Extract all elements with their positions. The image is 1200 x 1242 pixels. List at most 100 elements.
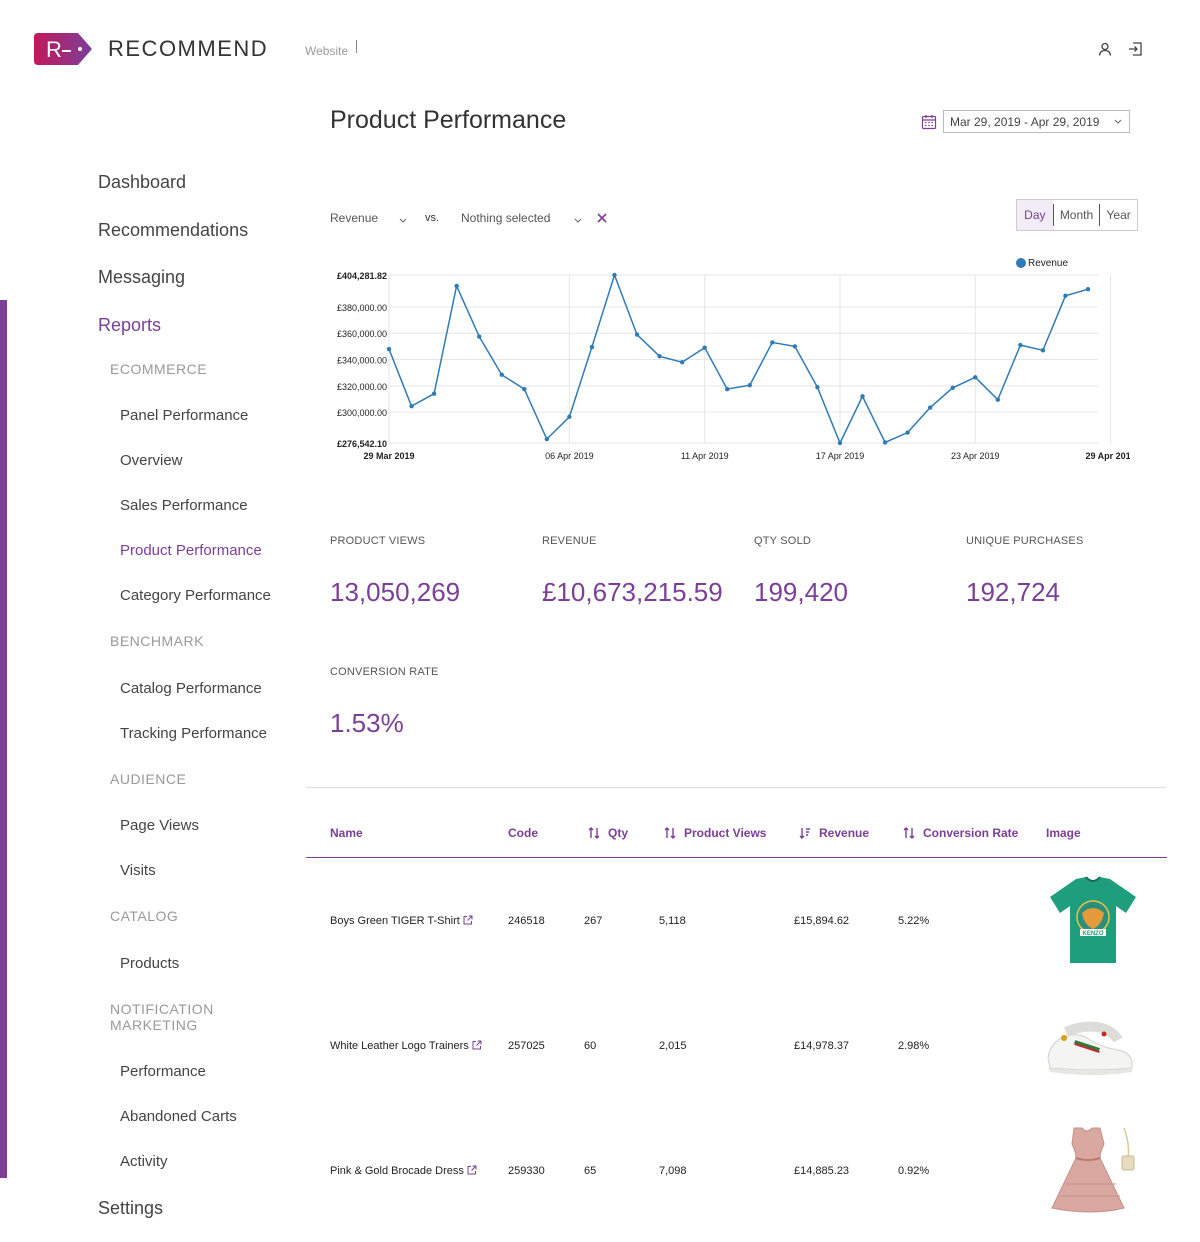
stat-label-conversion-rate: CONVERSION RATE — [330, 666, 439, 678]
column-header-conversion-rate[interactable]: Conversion Rate — [903, 826, 1018, 840]
y-tick-label: £340,000.00 — [337, 356, 387, 366]
product-image-trainers[interactable] — [1044, 1020, 1140, 1080]
product-name-link[interactable]: White Leather Logo Trainers — [330, 1040, 482, 1052]
nav-panel-performance[interactable]: Panel Performance — [120, 407, 249, 424]
nav-category-performance[interactable]: Category Performance — [120, 587, 271, 604]
data-point — [905, 430, 910, 435]
chevron-down-icon — [1113, 115, 1123, 125]
product-name-link[interactable]: Boys Green TIGER T-Shirt — [330, 915, 473, 927]
column-header-image-label: Image — [1046, 826, 1081, 840]
data-point — [950, 385, 955, 391]
nav-page-views[interactable]: Page Views — [120, 817, 199, 834]
period-divider — [1052, 204, 1054, 226]
sort-icon — [664, 827, 676, 839]
column-header-name-label: Name — [330, 826, 363, 840]
metric-secondary-select[interactable]: Nothing selected — [461, 211, 551, 225]
column-header-name[interactable]: Name — [330, 826, 363, 840]
column-header-code-label: Code — [508, 826, 538, 840]
nav-visits[interactable]: Visits — [120, 862, 156, 879]
external-link-icon — [463, 915, 473, 925]
x-tick-label: 29 Mar 2019 — [363, 451, 414, 461]
chevron-down-icon[interactable] — [398, 212, 408, 223]
revenue-series-line — [388, 272, 1089, 445]
data-point — [1063, 293, 1068, 298]
product-image-tshirt[interactable]: KENZO — [1046, 873, 1140, 967]
nav-products[interactable]: Products — [120, 955, 180, 972]
column-header-conversion-rate-label: Conversion Rate — [923, 826, 1019, 840]
nav-settings[interactable]: Settings — [98, 1198, 164, 1218]
stat-label-product-views: PRODUCT VIEWS — [330, 535, 426, 547]
period-month-button[interactable]: Month — [1059, 208, 1094, 222]
nav-tracking-performance[interactable]: Tracking Performance — [120, 725, 267, 742]
close-icon[interactable] — [596, 211, 608, 223]
revenue-line-chart: £404,281.82 £380,000.00 £360,000.00 £340,00… — [337, 258, 1130, 461]
site-selector[interactable]: Website — [305, 44, 349, 58]
calendar-icon[interactable] — [921, 114, 937, 130]
nav-messaging[interactable]: Messaging — [98, 267, 186, 287]
nav-dashboard[interactable]: Dashboard — [98, 172, 187, 192]
product-qty: 65 — [584, 1165, 597, 1177]
data-point — [567, 414, 572, 419]
data-point — [476, 334, 482, 339]
product-qty: 60 — [584, 1040, 597, 1052]
product-revenue: £14,978.37 — [794, 1040, 850, 1052]
nav-recommendations[interactable]: Recommendations — [98, 220, 249, 240]
y-tick-label: £380,000.00 — [337, 303, 387, 313]
metric-primary-select[interactable]: Revenue — [330, 211, 379, 225]
user-icon[interactable] — [1098, 42, 1112, 56]
column-header-revenue-label: Revenue — [819, 826, 870, 840]
data-point — [454, 283, 459, 289]
data-point — [770, 340, 775, 345]
stat-value-product-views: 13,050,269 — [330, 577, 461, 607]
data-point — [792, 344, 798, 349]
nav-catalog-performance[interactable]: Catalog Performance — [120, 680, 262, 697]
section-divider — [306, 787, 1166, 788]
product-name-link[interactable]: Pink & Gold Brocade Dress — [330, 1165, 477, 1177]
product-name: White Leather Logo Trainers — [330, 1040, 469, 1052]
brand-logo[interactable]: R RECOMMEND — [34, 33, 268, 65]
data-point — [1040, 348, 1046, 353]
data-point — [499, 372, 504, 377]
logout-icon[interactable] — [1128, 42, 1142, 56]
data-point — [882, 440, 888, 445]
column-header-qty[interactable]: Qty — [588, 826, 628, 840]
column-header-product-views[interactable]: Product Views — [664, 826, 766, 840]
data-point — [1018, 342, 1023, 348]
chevron-down-icon[interactable] — [573, 212, 583, 223]
nav-abandoned-carts[interactable]: Abandoned Carts — [120, 1108, 237, 1125]
external-link-icon — [472, 1040, 482, 1050]
product-conversion-rate: 5.22% — [898, 915, 930, 927]
x-tick-label: 11 Apr 2019 — [681, 451, 729, 461]
product-image-dress[interactable] — [1044, 1124, 1140, 1216]
nav-section-audience: AUDIENCE — [110, 771, 187, 787]
product-views: 2,015 — [659, 1040, 687, 1052]
column-header-revenue[interactable]: Revenue — [799, 826, 869, 840]
period-day-button[interactable]: Day — [1017, 200, 1053, 230]
nav-section-notification-marketing: NOTIFICATION MARKETING — [110, 1001, 214, 1033]
nav-sales-performance[interactable]: Sales Performance — [120, 497, 248, 514]
table-header-underline — [306, 857, 1167, 858]
period-year-button[interactable]: Year — [1106, 208, 1131, 222]
nav-activity[interactable]: Activity — [120, 1153, 168, 1170]
nav-overview[interactable]: Overview — [120, 452, 183, 469]
nav-product-performance[interactable]: Product Performance — [120, 542, 262, 559]
date-range-value: Mar 29, 2019 - Apr 29, 2019 — [950, 115, 1100, 129]
date-range-select[interactable]: Mar 29, 2019 - Apr 29, 2019 — [943, 110, 1130, 133]
y-tick-label: £276,542.10 — [337, 439, 387, 449]
column-header-code[interactable]: Code — [508, 826, 538, 840]
column-header-image: Image — [1046, 826, 1081, 840]
nav-performance[interactable]: Performance — [120, 1063, 206, 1080]
x-tick-label: 06 Apr 2019 — [545, 451, 594, 461]
sidebar-accent-bar — [0, 300, 7, 1178]
data-point — [679, 359, 685, 365]
stat-label-unique-purchases: UNIQUE PURCHASES — [966, 535, 1084, 547]
data-point — [589, 344, 595, 350]
product-conversion-rate: 0.92% — [898, 1165, 930, 1177]
nav-reports[interactable]: Reports — [98, 315, 162, 335]
product-views: 5,118 — [659, 915, 686, 927]
stat-value-conversion-rate: 1.53% — [330, 708, 404, 738]
stat-value-revenue: £10,673,215.59 — [542, 577, 723, 607]
sort-icon — [903, 827, 915, 839]
data-point — [657, 354, 662, 359]
nav-section-catalog: CATALOG — [110, 908, 179, 924]
